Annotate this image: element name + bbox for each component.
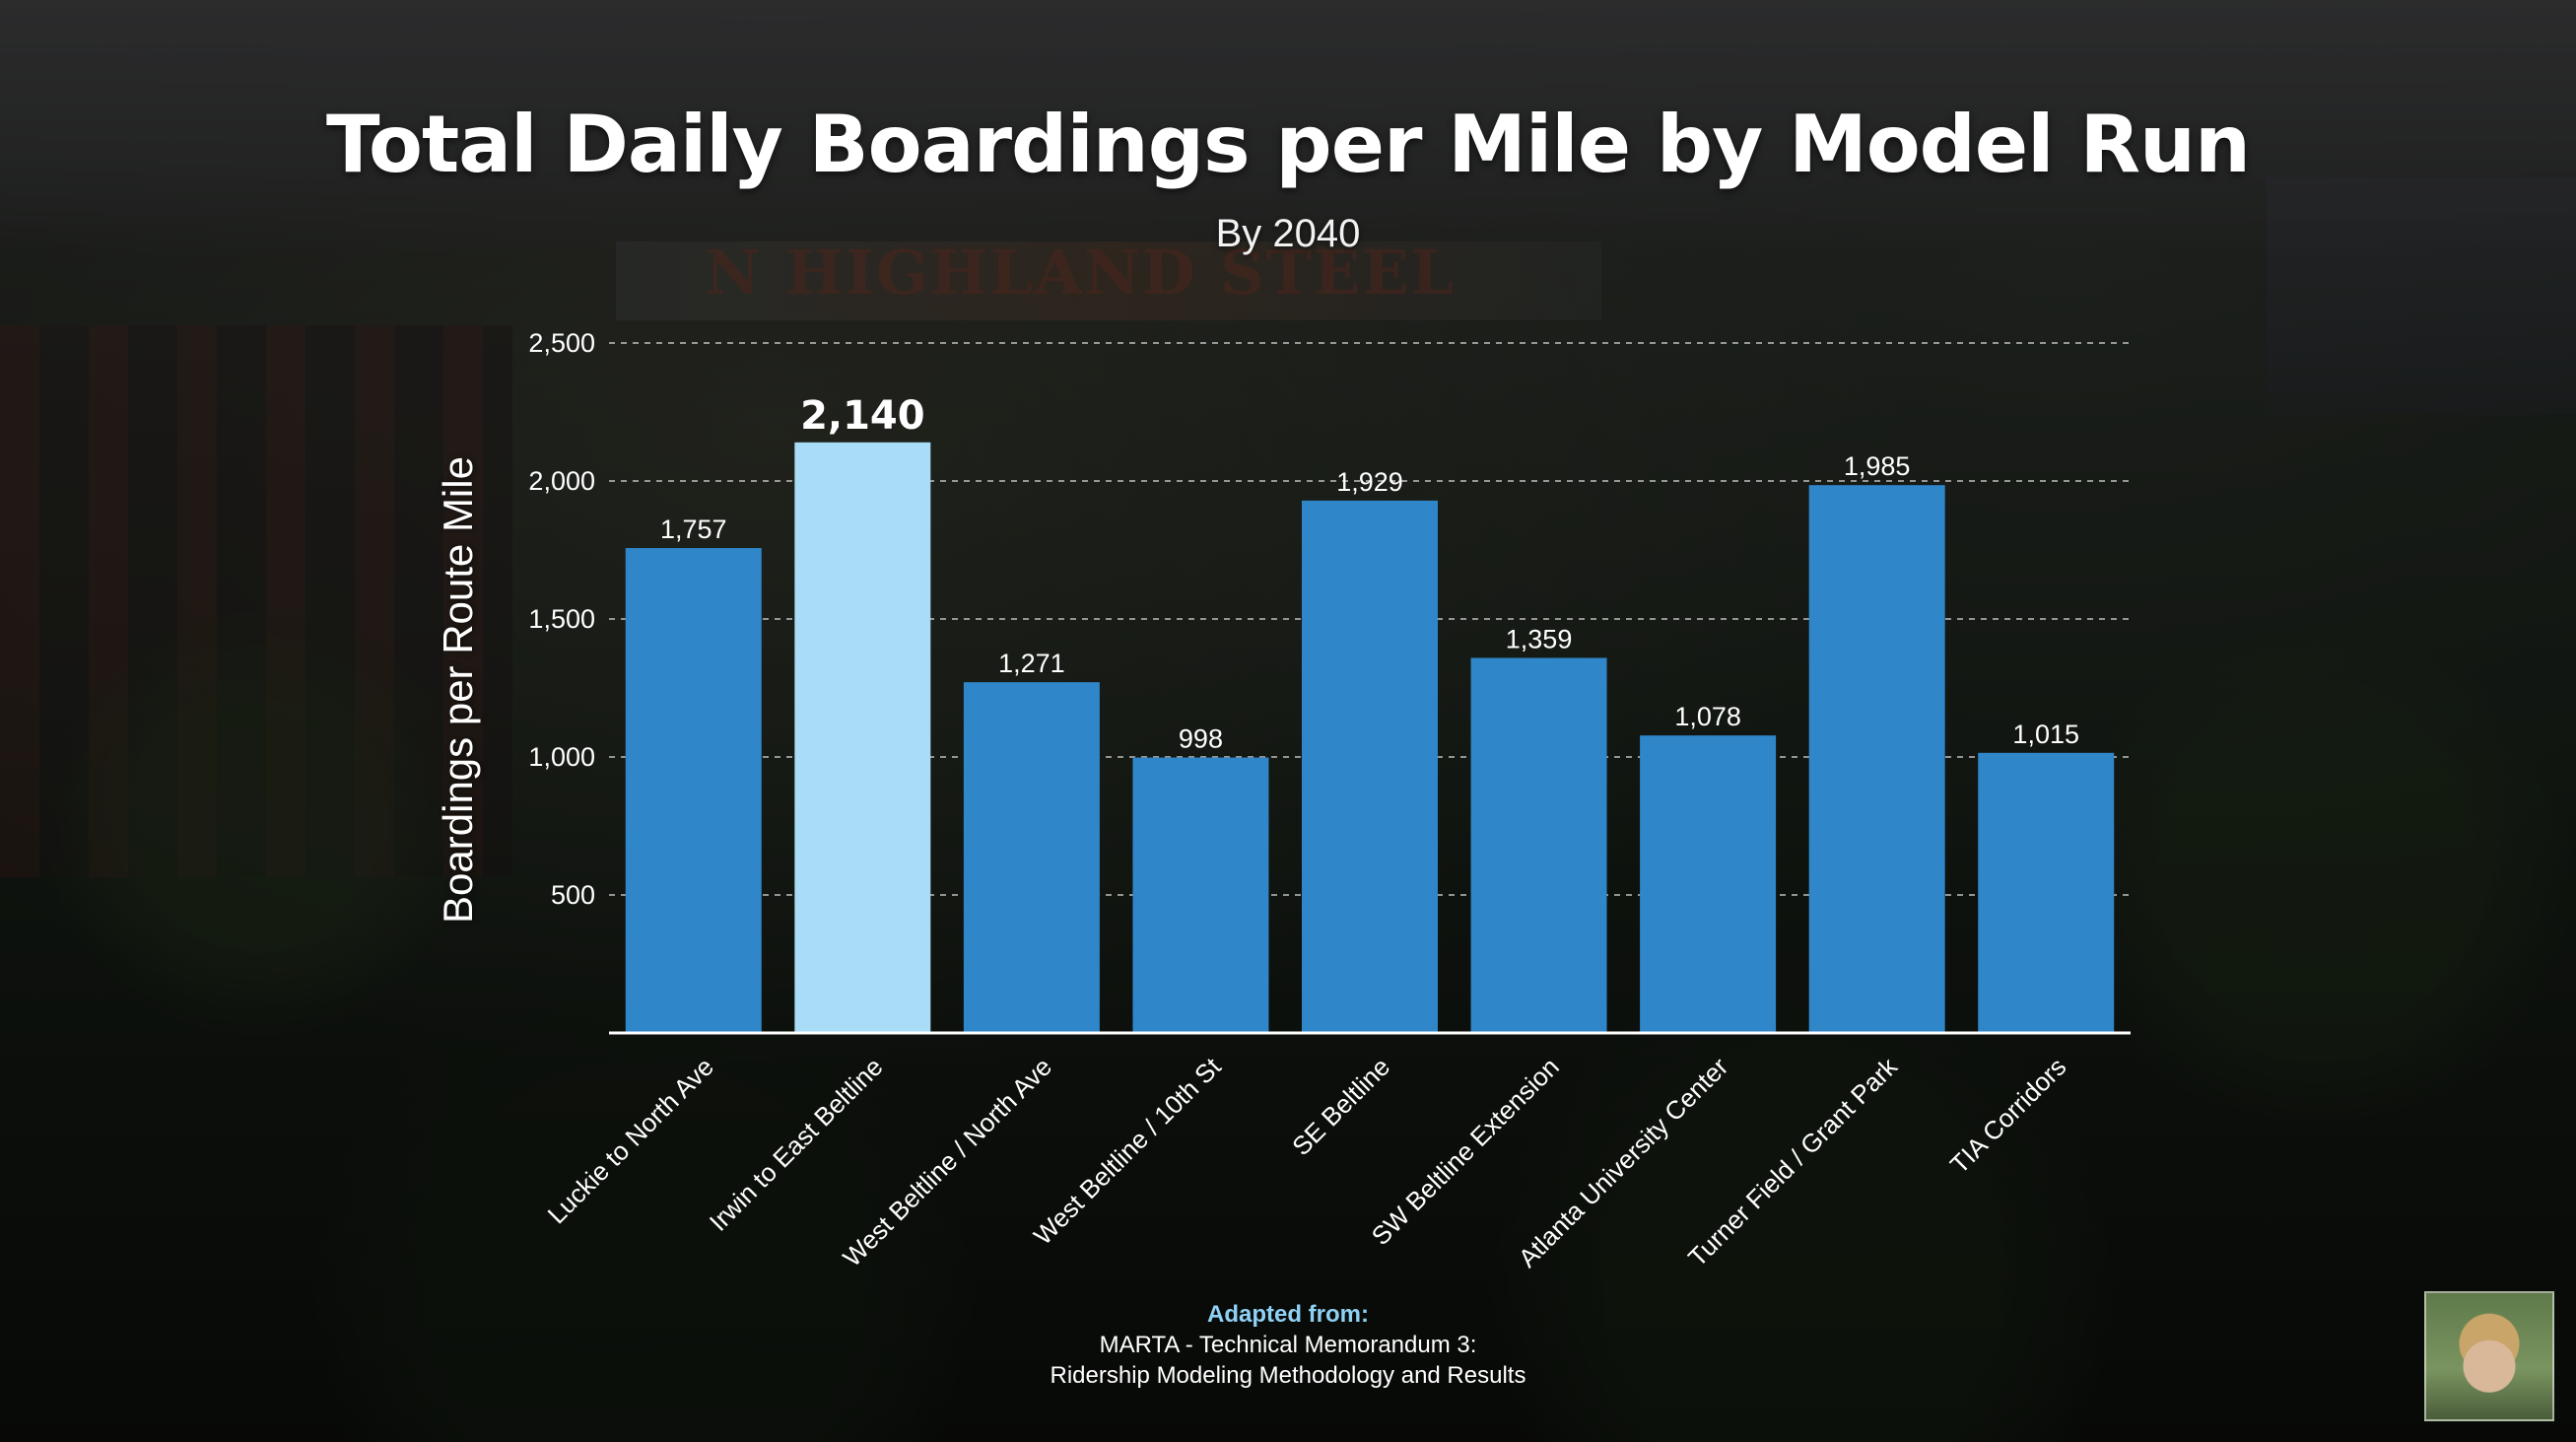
source-line-2: Ridership Modeling Methodology and Resul… bbox=[1050, 1362, 1526, 1389]
y-tick-label: 2,500 bbox=[528, 328, 595, 358]
bar bbox=[1640, 735, 1777, 1033]
data-label: 1,015 bbox=[2012, 720, 2079, 749]
source-heading: Adapted from: bbox=[1207, 1301, 1369, 1328]
bar bbox=[963, 682, 1100, 1033]
x-tick-label: West Beltline / 10th St bbox=[1028, 1051, 1227, 1250]
y-tick-label: 1,500 bbox=[528, 604, 595, 634]
chart-title: Total Daily Boardings per Mile by Model … bbox=[326, 99, 2251, 190]
x-tick-label: TIA Corridors bbox=[1944, 1052, 2072, 1180]
data-label: 2,140 bbox=[800, 393, 925, 439]
bar bbox=[1132, 757, 1269, 1033]
y-tick-label: 1,000 bbox=[528, 742, 595, 772]
x-tick-label: SW Beltline Extension bbox=[1366, 1052, 1565, 1251]
bar bbox=[1978, 752, 2115, 1033]
bar bbox=[1470, 657, 1607, 1033]
data-label: 1,271 bbox=[998, 649, 1065, 678]
source-line-1: MARTA - Technical Memorandum 3: bbox=[1099, 1332, 1477, 1358]
y-tick-label: 2,000 bbox=[528, 466, 595, 496]
bar bbox=[1302, 500, 1438, 1033]
data-label: 998 bbox=[1179, 724, 1223, 754]
data-label: 1,985 bbox=[1844, 451, 1911, 481]
data-label: 1,078 bbox=[1674, 702, 1741, 731]
background-sign-text: N HIGHLAND STEEL bbox=[705, 237, 1457, 309]
bar bbox=[794, 442, 931, 1033]
data-label: 1,757 bbox=[660, 515, 727, 544]
x-tick-label: Irwin to East Beltline bbox=[704, 1052, 889, 1237]
y-tick-label: 500 bbox=[551, 880, 595, 910]
bar bbox=[1808, 485, 1945, 1033]
x-tick-label: SE Beltline bbox=[1286, 1052, 1395, 1161]
bar bbox=[625, 548, 762, 1033]
source-credit: Adapted from: MARTA - Technical Memorand… bbox=[0, 1299, 2576, 1391]
data-label: 1,359 bbox=[1506, 624, 1573, 653]
chart-subtitle: By 2040 bbox=[1215, 212, 1361, 255]
x-tick-label: Luckie to North Ave bbox=[542, 1052, 719, 1229]
data-label: 1,929 bbox=[1336, 467, 1403, 497]
webcam-thumbnail bbox=[2424, 1291, 2554, 1421]
